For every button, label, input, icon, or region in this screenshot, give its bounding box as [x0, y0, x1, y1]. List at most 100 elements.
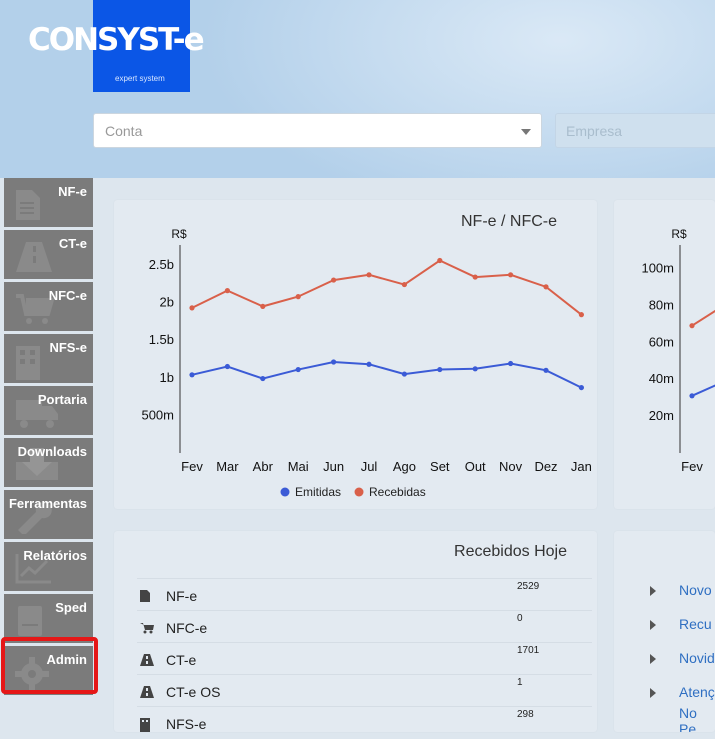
y-tick-label: 80m: [649, 297, 674, 312]
document-icon: [16, 190, 40, 220]
admin-highlight-box: [1, 637, 98, 694]
sidebar-item-downloads[interactable]: Downloads: [4, 438, 93, 487]
sidebar-item-label: NFS-e: [49, 340, 87, 355]
chart-secondary: R$20m40m60m80m100mFevM: [641, 227, 715, 474]
data-point: [689, 393, 695, 399]
row-label: CT-e: [166, 652, 197, 668]
data-point: [543, 284, 549, 290]
road-icon: [140, 654, 154, 666]
data-point: [189, 372, 195, 378]
logo-box: expert system: [93, 0, 190, 92]
list-item: CT-e OS 1: [137, 674, 592, 707]
y-axis-label: R$: [671, 227, 687, 241]
data-point: [224, 363, 230, 370]
data-point: [578, 384, 584, 391]
logo-tagline: expert system: [115, 74, 165, 83]
caret-right-icon: [650, 654, 656, 664]
data-point: [366, 361, 372, 367]
data-point: [472, 274, 478, 280]
data-point: [331, 359, 337, 365]
conta-select[interactable]: Conta: [93, 113, 542, 148]
x-tick-label: Mai: [288, 459, 309, 474]
x-tick-label: Out: [465, 459, 486, 474]
gear-icon: [15, 657, 49, 691]
sidebar-item-label: Ferramentas: [8, 496, 87, 511]
legend-label: Recebidas: [369, 485, 426, 499]
cart-icon: [16, 294, 54, 324]
list-item: NFC-e 0: [137, 610, 592, 643]
row-count: 2529: [517, 581, 540, 592]
data-point: [189, 305, 195, 311]
sidebar-item-label: Admin: [46, 652, 87, 667]
row-label: CT-e OS: [166, 684, 221, 700]
notice-link[interactable]: No Pe: [679, 705, 697, 732]
chart-nfe-nfce: R$ 500m 1b 1.5b 2b 2.5b Fev Mar Abr Mai Jun Jul Ago S…: [141, 227, 592, 499]
empresa-select[interactable]: Empresa: [555, 113, 715, 148]
x-tick-label: Jul: [361, 459, 378, 474]
x-tick-label: Dez: [534, 459, 557, 474]
list-item: NFS-e 298: [137, 706, 592, 739]
caret-right-icon: [650, 620, 656, 630]
y-axis-label: R$: [171, 227, 187, 241]
sidebar-item-nfce[interactable]: NFC-e: [4, 282, 93, 331]
notice-link[interactable]: Novid: [679, 650, 715, 666]
y-tick-label: 100m: [641, 260, 674, 275]
sidebar-item-relatorios[interactable]: Relatórios: [4, 542, 93, 591]
sidebar-item-label: CT-e: [58, 236, 87, 251]
truck-icon: [16, 400, 58, 428]
sidebar: NF-e CT-e NFC-e NFS-e Portaria Downloads…: [4, 178, 93, 698]
legend-marker: [354, 487, 364, 497]
road-icon: [140, 686, 154, 698]
road-icon: [16, 242, 52, 272]
notice-link[interactable]: Recu: [679, 616, 712, 632]
sidebar-item-label: Relatórios: [23, 548, 87, 563]
data-point: [331, 277, 337, 283]
data-point: [578, 312, 584, 318]
row-count: 1701: [517, 645, 540, 656]
building-icon: [140, 718, 150, 732]
sidebar-item-label: NFC-e: [48, 288, 87, 303]
series-line: [691, 384, 715, 397]
data-point: [401, 281, 407, 288]
sidebar-item-sped[interactable]: Sped: [4, 594, 93, 643]
sidebar-item-portaria[interactable]: Portaria: [4, 386, 93, 435]
legend-marker: [280, 487, 290, 497]
cart-icon: [140, 623, 154, 634]
data-point: [437, 257, 443, 264]
notice-link[interactable]: Novo: [679, 582, 712, 598]
chart-card-secondary: R$20m40m60m80m100mFevM: [614, 200, 715, 509]
data-point: [260, 303, 266, 309]
sidebar-item-cte[interactable]: CT-e: [4, 230, 93, 279]
y-tick-label: 1.5b: [149, 332, 174, 347]
y-tick-label: 20m: [649, 408, 674, 423]
data-point: [508, 360, 514, 367]
header: [0, 0, 715, 178]
list-item: NF-e 2529: [137, 578, 592, 611]
sidebar-item-nfe[interactable]: NF-e: [4, 178, 93, 227]
chevron-down-icon: [521, 129, 531, 135]
notice-link[interactable]: Atenç: [679, 684, 715, 700]
data-point: [260, 375, 266, 382]
x-tick-label: Jan: [571, 459, 592, 474]
sidebar-item-label: Downloads: [17, 444, 87, 459]
sidebar-item-nfse[interactable]: NFS-e: [4, 334, 93, 383]
sidebar-item-ferramentas[interactable]: Ferramentas: [4, 490, 93, 539]
recebidos-card: Recebidos Hoje NF-e 2529 NFC-e 0 CT-e 17…: [114, 531, 597, 732]
data-point: [543, 367, 549, 373]
x-tick-label: Mar: [216, 459, 239, 474]
data-point: [472, 366, 478, 372]
series-line: [691, 309, 715, 327]
data-point: [689, 323, 695, 329]
chart-title: NF-e / NFC-e: [461, 213, 557, 230]
row-label: NF-e: [166, 588, 198, 604]
series-line: [191, 361, 582, 389]
sidebar-item-label: Portaria: [37, 392, 87, 407]
legend-label: Emitidas: [295, 485, 341, 499]
sidebar-item-admin[interactable]: Admin: [4, 646, 93, 695]
data-point: [295, 294, 301, 300]
logo-wordmark: CONSYST-e: [28, 22, 205, 58]
data-point: [295, 366, 301, 373]
data-point: [508, 272, 514, 278]
x-tick-label: Set: [430, 459, 450, 474]
recebidos-title: Recebidos Hoje: [454, 543, 567, 560]
